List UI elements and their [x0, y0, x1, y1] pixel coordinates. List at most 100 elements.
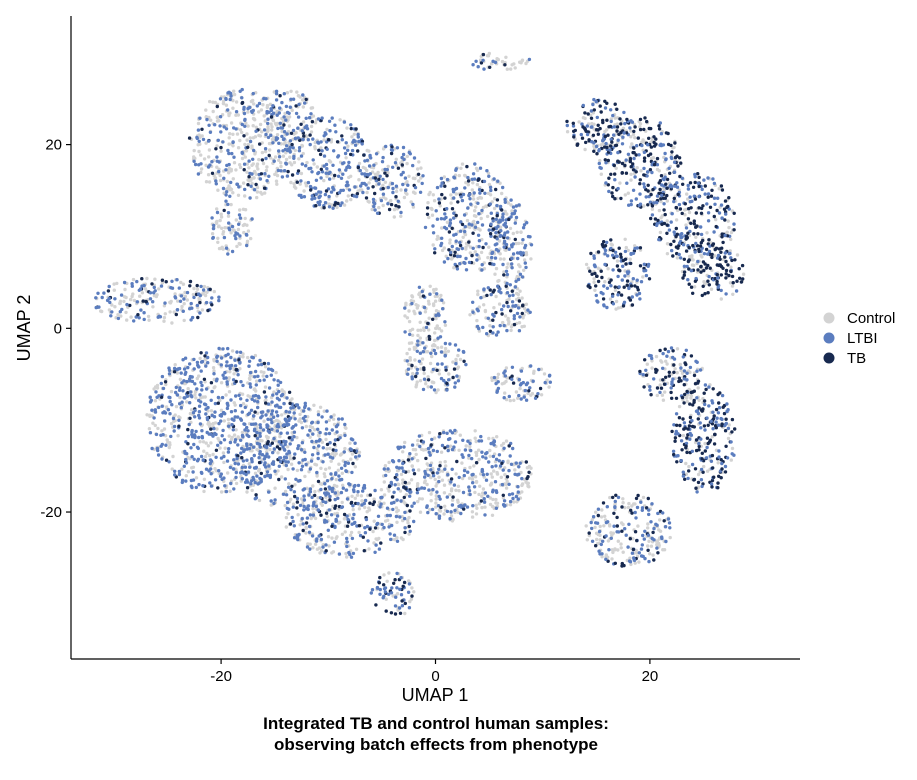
point-ltbi: [234, 110, 239, 114]
point-control: [524, 302, 529, 306]
point-ltbi: [734, 289, 739, 293]
point-control: [470, 188, 474, 192]
point-ltbi: [309, 112, 313, 116]
point-control: [345, 555, 349, 559]
point-tb: [308, 133, 312, 137]
point-ltbi: [469, 448, 473, 453]
point-ltbi: [654, 522, 658, 526]
point-control: [180, 467, 184, 471]
point-ltbi: [252, 399, 257, 403]
point-control: [714, 217, 718, 222]
point-ltbi: [290, 515, 294, 520]
point-control: [412, 345, 416, 350]
point-ltbi: [122, 280, 127, 285]
point-tb: [664, 131, 669, 135]
point-control: [624, 245, 628, 250]
point-control: [417, 497, 422, 501]
point-control: [191, 292, 196, 297]
point-ltbi: [334, 471, 338, 475]
point-control: [298, 523, 302, 527]
point-control: [628, 257, 632, 261]
point-control: [264, 434, 269, 439]
point-ltbi: [326, 528, 330, 532]
point-ltbi: [328, 441, 332, 445]
point-control: [231, 132, 235, 136]
point-ltbi: [666, 349, 671, 354]
point-ltbi: [377, 547, 382, 551]
point-ltbi: [506, 230, 510, 234]
point-ltbi: [264, 132, 268, 137]
point-ltbi: [316, 140, 320, 144]
point-tb: [672, 239, 676, 243]
point-tb: [410, 594, 414, 598]
point-ltbi: [119, 293, 124, 297]
point-control: [382, 501, 386, 505]
point-ltbi: [287, 410, 292, 414]
point-tb: [458, 243, 463, 248]
point-control: [700, 255, 704, 259]
point-control: [418, 320, 422, 324]
point-control: [486, 171, 491, 175]
point-ltbi: [211, 226, 216, 231]
point-control: [665, 242, 670, 246]
point-tb: [638, 264, 643, 268]
point-ltbi: [468, 441, 472, 446]
point-control: [240, 156, 245, 161]
point-ltbi: [494, 457, 499, 461]
point-control: [416, 499, 420, 504]
point-control: [304, 424, 308, 429]
point-tb: [288, 522, 293, 526]
point-ltbi: [648, 388, 652, 392]
point-ltbi: [407, 582, 412, 586]
point-ltbi: [445, 509, 450, 514]
point-ltbi: [729, 256, 733, 260]
point-control: [227, 113, 231, 118]
point-control: [265, 165, 269, 169]
point-control: [405, 316, 410, 320]
point-ltbi: [108, 300, 112, 305]
point-tb: [691, 243, 695, 248]
point-control: [626, 248, 630, 253]
point-ltbi: [208, 130, 213, 134]
point-tb: [673, 439, 677, 443]
point-ltbi: [378, 174, 382, 178]
point-ltbi: [628, 560, 633, 564]
point-control: [221, 451, 226, 455]
point-ltbi: [183, 396, 187, 400]
point-ltbi: [659, 132, 664, 136]
point-control: [218, 173, 222, 178]
point-control: [327, 544, 331, 548]
point-control: [335, 205, 339, 210]
point-control: [204, 108, 208, 112]
point-ltbi: [647, 559, 651, 564]
point-control: [243, 208, 248, 212]
point-ltbi: [626, 545, 630, 549]
point-tb: [364, 196, 369, 200]
point-tb: [632, 129, 636, 134]
point-ltbi: [695, 396, 699, 400]
point-control: [181, 282, 186, 286]
point-tb: [403, 530, 407, 535]
point-ltbi: [294, 111, 299, 116]
point-control: [517, 263, 521, 267]
point-ltbi: [269, 108, 274, 113]
point-ltbi: [183, 372, 187, 376]
point-tb: [686, 217, 691, 221]
point-tb: [705, 436, 710, 440]
point-ltbi: [248, 385, 253, 389]
point-tb: [699, 270, 703, 274]
point-ltbi: [259, 410, 264, 414]
point-ltbi: [219, 130, 223, 134]
point-ltbi: [224, 246, 229, 250]
point-ltbi: [157, 405, 161, 410]
point-control: [252, 387, 256, 392]
point-ltbi: [177, 469, 182, 474]
point-tb: [710, 243, 715, 247]
point-control: [409, 200, 413, 204]
point-control: [585, 538, 589, 542]
point-ltbi: [650, 213, 655, 217]
point-ltbi: [266, 117, 270, 121]
point-ltbi: [263, 147, 268, 151]
point-control: [383, 180, 388, 184]
point-control: [244, 121, 248, 125]
